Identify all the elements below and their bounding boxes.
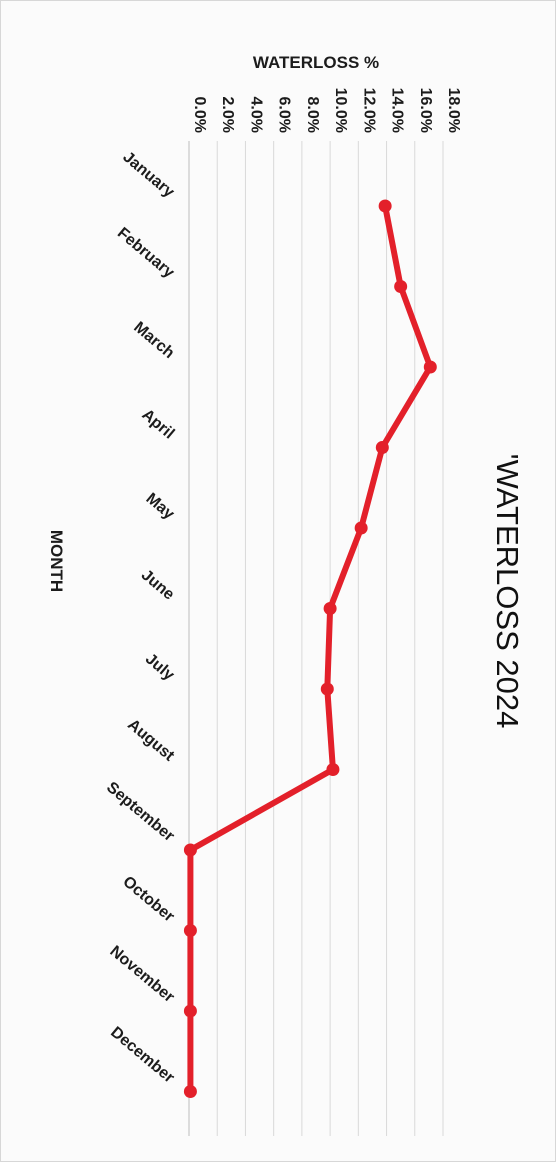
x-tick-label: May bbox=[143, 490, 178, 523]
data-point bbox=[423, 360, 437, 374]
series-waterloss bbox=[183, 199, 437, 1098]
y-tick-label: 2.0% bbox=[219, 97, 236, 133]
data-point bbox=[183, 843, 197, 857]
series-line bbox=[187, 203, 434, 1095]
x-tick-label: September bbox=[103, 779, 177, 845]
data-point bbox=[323, 602, 337, 615]
y-tick-label: 16.0% bbox=[417, 88, 434, 133]
y-tick-label: 10.0% bbox=[332, 88, 349, 133]
y-tick-label: 6.0% bbox=[276, 97, 293, 133]
y-tick-label: 4.0% bbox=[247, 97, 264, 133]
x-tick-label: January bbox=[119, 149, 177, 202]
x-axis-ticks: January February March April May June July Augu… bbox=[103, 149, 178, 1087]
y-tick-label: 8.0% bbox=[304, 97, 321, 133]
y-tick-label: 18.0% bbox=[445, 88, 462, 133]
x-axis-title: MONTH bbox=[47, 530, 66, 592]
data-point bbox=[354, 521, 368, 535]
x-tick-label: April bbox=[139, 406, 178, 442]
x-tick-label: February bbox=[114, 225, 177, 282]
data-point bbox=[378, 199, 392, 213]
y-axis-ticks: 0.0% 2.0% 4.0% 6.0% 8.0% 10.0% 12.0% 14.0% 16.0%… bbox=[191, 88, 462, 133]
y-axis-title: WATERLOSS % bbox=[253, 53, 379, 72]
x-tick-label: November bbox=[106, 943, 177, 1006]
y-tick-label: 12.0% bbox=[360, 88, 377, 133]
data-point bbox=[183, 1085, 197, 1098]
data-point bbox=[394, 280, 408, 293]
data-point bbox=[183, 1004, 197, 1018]
y-tick-label: 0.0% bbox=[191, 97, 208, 133]
data-point bbox=[320, 682, 334, 696]
data-point bbox=[375, 441, 389, 454]
x-tick-label: March bbox=[130, 319, 177, 362]
data-point bbox=[326, 763, 340, 776]
x-tick-label: December bbox=[107, 1024, 177, 1087]
x-tick-label: July bbox=[142, 650, 178, 684]
y-tick-label: 14.0% bbox=[389, 88, 406, 133]
chart-title: 'WATERLOSS 2024 bbox=[490, 454, 525, 729]
x-tick-label: August bbox=[124, 716, 178, 765]
x-tick-label: June bbox=[138, 567, 178, 604]
x-tick-label: October bbox=[119, 873, 177, 925]
data-point bbox=[183, 924, 197, 937]
